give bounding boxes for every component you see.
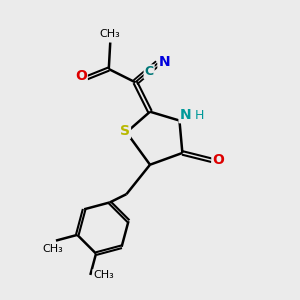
Text: S: S xyxy=(120,124,130,138)
Text: CH₃: CH₃ xyxy=(93,270,114,280)
Text: H: H xyxy=(195,109,204,122)
Text: O: O xyxy=(212,153,224,167)
Text: N: N xyxy=(158,55,170,69)
Text: C: C xyxy=(145,65,154,78)
Text: CH₃: CH₃ xyxy=(43,244,63,254)
Text: N: N xyxy=(179,108,191,122)
Text: CH₃: CH₃ xyxy=(100,29,121,39)
Text: O: O xyxy=(75,69,87,83)
